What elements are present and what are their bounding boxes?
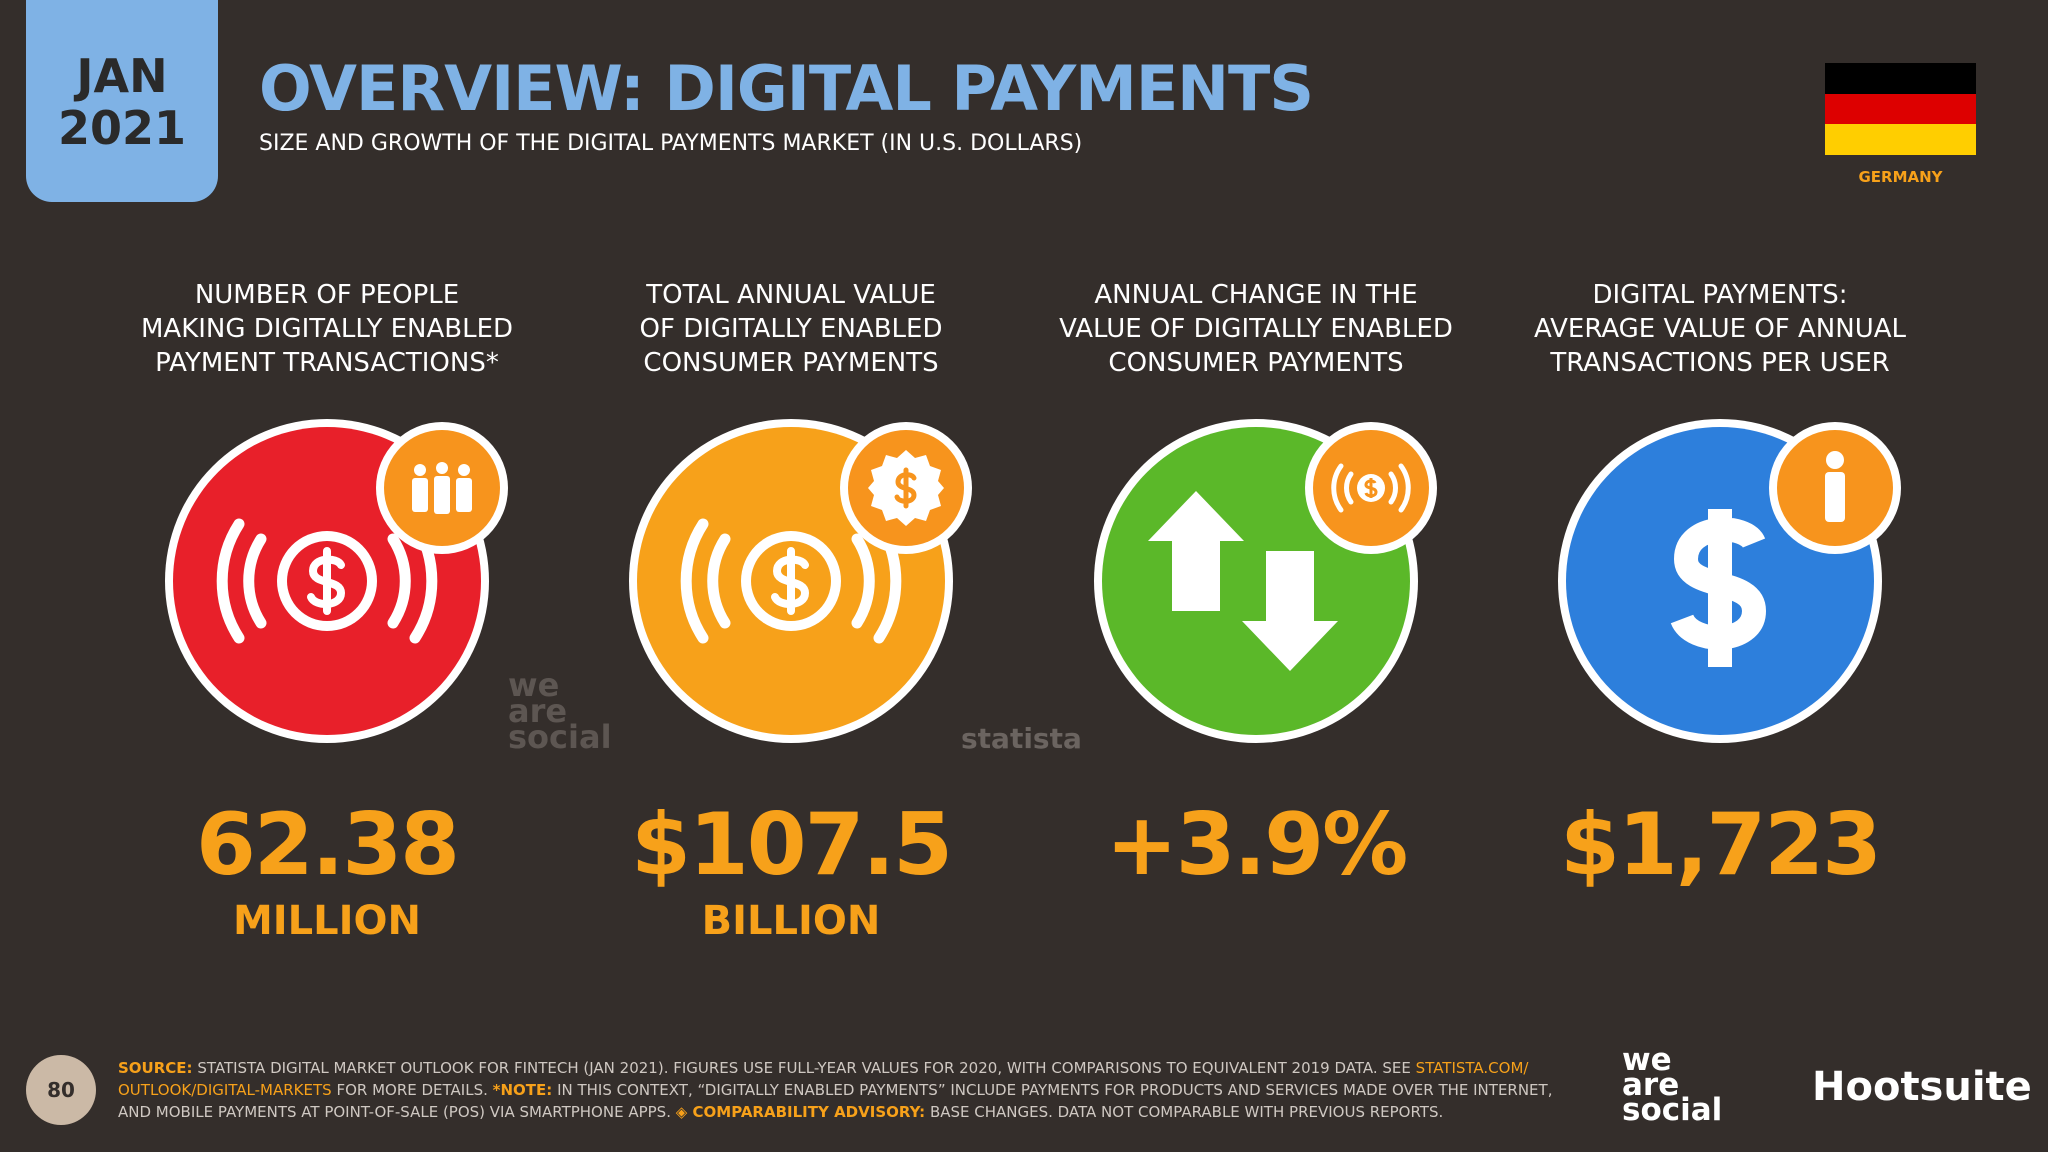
country: GERMANY [1858,168,1943,186]
watermark-statista: statista [961,722,1082,755]
source-link[interactable]: STATISTA.COM/ OUTLOOK/DIGITAL-MARKETS [118,1059,1529,1099]
footer: SOURCE: STATISTA DIGITAL MARKET OUTLOOK … [118,1057,1588,1123]
source-text: STATISTA DIGITAL MARKET OUTLOOK FOR FINT… [197,1059,1411,1077]
date-badge: JAN 2021 [26,0,218,202]
stat-label: VALUE OF DIGITALLY ENABLED [1059,314,1453,344]
stat-label: CONSUMER PAYMENTS [1108,348,1404,378]
title: OVERVIEW: DIGITAL PAYMENTS [259,52,1314,125]
advisory-label: ◈ COMPARABILITY ADVISORY: [675,1103,926,1121]
date-year: 2021 [57,101,187,155]
logo-hootsuite: Hootsuite [1812,1064,2032,1110]
subtitle: SIZE AND GROWTH OF THE DIGITAL PAYMENTS … [259,131,1083,156]
stat-value: $1,723 [1560,795,1882,895]
note-label: *NOTE: [492,1081,553,1099]
stat-label: MAKING DIGITALLY ENABLED [140,314,514,344]
stat-label: PAYMENT TRANSACTIONS* [155,348,499,378]
logo-we-are-social: we are social [1622,1042,1723,1128]
icon-change [1094,419,1437,743]
watermark-we-are-social: we are social [508,666,612,756]
stat-label: DIGITAL PAYMENTS: [1592,280,1848,310]
note-text: IN THIS CONTEXT, “DIGITALLY ENABLED PAYM… [118,1081,1553,1121]
advisory-text: BASE CHANGES. DATA NOT COMPARABLE WITH P… [929,1103,1444,1121]
icon-value [629,419,972,743]
icon-people [165,419,508,743]
stat-label: AVERAGE VALUE OF ANNUAL [1533,314,1906,344]
stat-value: 62.38 [195,795,460,895]
stat-label: ANNUAL CHANGE IN THE [1094,280,1418,310]
icon-average [1558,419,1901,743]
source-more: FOR MORE DETAILS. [336,1081,488,1099]
stat-unit: MILLION [232,898,422,944]
page-number: 80 [26,1055,96,1125]
date-month: JAN [76,49,168,103]
stat-label: TRANSACTIONS PER USER [1550,348,1890,378]
stat-unit: BILLION [701,898,881,944]
stat-value: $107.5 [631,795,953,895]
source-label: SOURCE: [118,1059,193,1077]
stat-value: +3.9% [1105,795,1409,895]
stat-label: OF DIGITALLY ENABLED [639,314,943,344]
flag [1825,63,1976,155]
stat-label: NUMBER OF PEOPLE [194,280,460,310]
stat-label: CONSUMER PAYMENTS [643,348,939,378]
stat-label: TOTAL ANNUAL VALUE [646,280,936,310]
